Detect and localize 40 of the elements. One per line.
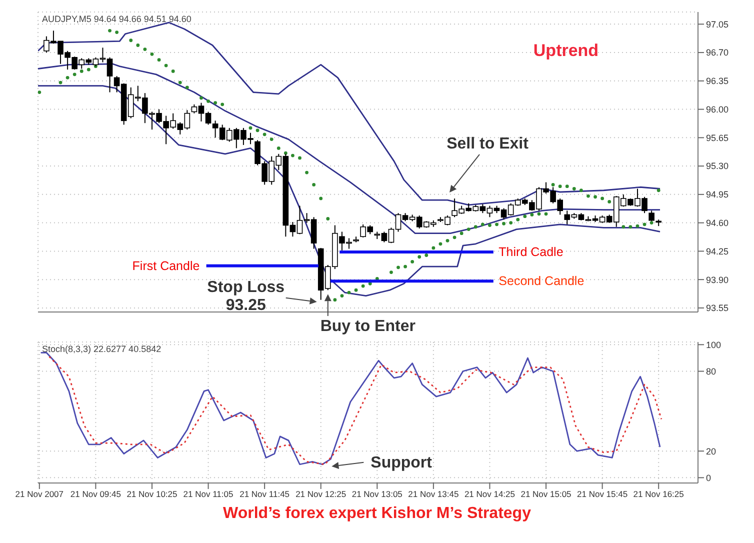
chart-title: AUDJPY,M5 94.64 94.66 94.51 94.60 [42,14,192,24]
x-tick-label: 21 Nov 13:45 [408,489,459,500]
y-tick-label: 100 [706,340,722,350]
y-tick-label: 93.90 [706,274,729,285]
x-tick-label: 21 Nov 15:45 [577,489,628,500]
y-tick-label: 96.70 [706,48,729,58]
x-tick-label: 21 Nov 13:05 [352,489,403,500]
x-tick-label: 21 Nov 14:25 [464,489,516,500]
annotation: Third Cadle [498,245,564,259]
x-tick-label: 21 Nov 15:05 [520,489,572,500]
annotation: Sell to Exit [446,135,530,152]
x-tick-label: 21 Nov 11:45 [240,489,290,500]
y-tick-label: 80 [706,366,716,376]
x-tick-label: 21 Nov 11:05 [183,489,234,500]
y-tick-label: 94.95 [706,190,729,200]
y-tick-label: 20 [706,446,716,456]
y-tick-label: 0 [706,472,712,483]
y-tick-label: 96.35 [706,76,729,86]
y-tick-label: 93.55 [706,303,729,314]
x-tick-label: 21 Nov 12:25 [296,489,346,500]
x-tick-label: 21 Nov 16:25 [633,489,684,500]
annotation: First Candle [132,258,200,273]
y-tick-label: 95.30 [706,161,729,172]
text: World’s forex expert Kishor M’s Strategy [222,505,532,523]
y-tick-label: 94.60 [706,218,729,228]
line-series [38,22,661,206]
y-tick-label: 95.65 [706,132,729,143]
x-tick-label: 21 Nov 2007 [15,489,64,500]
x-tick-label: 21 Nov 09:45 [70,489,122,500]
y-tick-label: 94.25 [706,246,729,256]
y-tick-label: 97.05 [706,19,729,30]
chart-title: Stoch(8,3,3) 22.6277 40.5842 [42,344,162,354]
annotation: Uptrend [533,41,599,60]
annotation: Support [370,454,433,472]
annotation: Second Candle [498,274,584,288]
annotation: Buy to Enter [320,318,416,335]
x-tick-label: 21 Nov 10:25 [126,489,178,500]
line-series [38,85,661,296]
annotation: Stop Loss 93.25 [207,278,285,314]
y-tick-label: 96.00 [706,104,729,114]
